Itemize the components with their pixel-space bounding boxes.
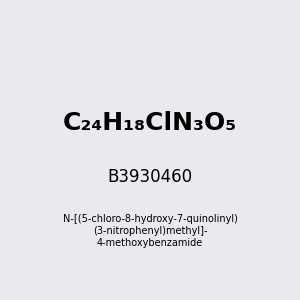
Text: C₂₄H₁₈ClN₃O₅: C₂₄H₁₈ClN₃O₅	[63, 111, 237, 135]
Text: N-[(5-chloro-8-hydroxy-7-quinolinyl)
(3-nitrophenyl)methyl]-
4-methoxybenzamide: N-[(5-chloro-8-hydroxy-7-quinolinyl) (3-…	[63, 214, 237, 248]
Text: B3930460: B3930460	[107, 168, 193, 186]
